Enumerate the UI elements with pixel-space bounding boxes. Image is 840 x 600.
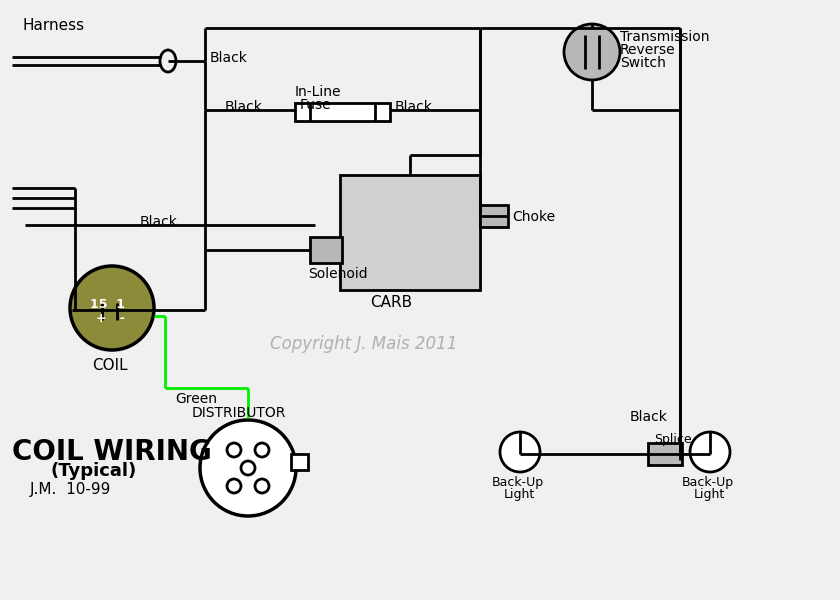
Text: Harness: Harness — [22, 18, 84, 33]
Text: Black: Black — [630, 410, 668, 424]
Text: 15  1: 15 1 — [90, 298, 125, 311]
Circle shape — [227, 443, 241, 457]
Text: CARB: CARB — [370, 295, 412, 310]
Text: J.M.  10-99: J.M. 10-99 — [30, 482, 112, 497]
Text: Light: Light — [694, 488, 725, 501]
Text: Fuse: Fuse — [300, 98, 332, 112]
Bar — [480, 205, 508, 227]
Text: Green: Green — [175, 392, 217, 406]
Circle shape — [690, 432, 730, 472]
Text: Solenoid: Solenoid — [308, 267, 368, 281]
Circle shape — [255, 443, 269, 457]
Text: Back-Up: Back-Up — [682, 476, 734, 489]
Circle shape — [564, 24, 620, 80]
Text: Black: Black — [225, 100, 263, 114]
Circle shape — [241, 461, 255, 475]
Text: Back-Up: Back-Up — [492, 476, 544, 489]
Text: DISTRIBUTOR: DISTRIBUTOR — [192, 406, 286, 420]
Text: Black: Black — [210, 51, 248, 65]
Bar — [648, 443, 682, 465]
Text: In-Line: In-Line — [295, 85, 342, 99]
Text: COIL WIRING: COIL WIRING — [12, 438, 212, 466]
Text: +   -: + - — [96, 312, 125, 325]
Text: Splice: Splice — [654, 433, 691, 446]
Text: (Typical): (Typical) — [50, 462, 136, 480]
Bar — [295, 103, 390, 121]
Circle shape — [255, 479, 269, 493]
Circle shape — [200, 420, 296, 516]
Text: Black: Black — [140, 215, 178, 229]
Text: Reverse: Reverse — [620, 43, 675, 57]
Text: COIL: COIL — [92, 358, 128, 373]
Bar — [340, 175, 480, 290]
Circle shape — [500, 432, 540, 472]
Text: Choke: Choke — [512, 210, 555, 224]
Circle shape — [70, 266, 154, 350]
Circle shape — [227, 479, 241, 493]
Text: Copyright J. Mais 2011: Copyright J. Mais 2011 — [270, 335, 457, 353]
Text: Switch: Switch — [620, 56, 666, 70]
Text: Black: Black — [395, 100, 433, 114]
Text: Light: Light — [504, 488, 535, 501]
Text: Transmission: Transmission — [620, 30, 710, 44]
Bar — [310, 237, 342, 263]
Polygon shape — [291, 454, 308, 470]
